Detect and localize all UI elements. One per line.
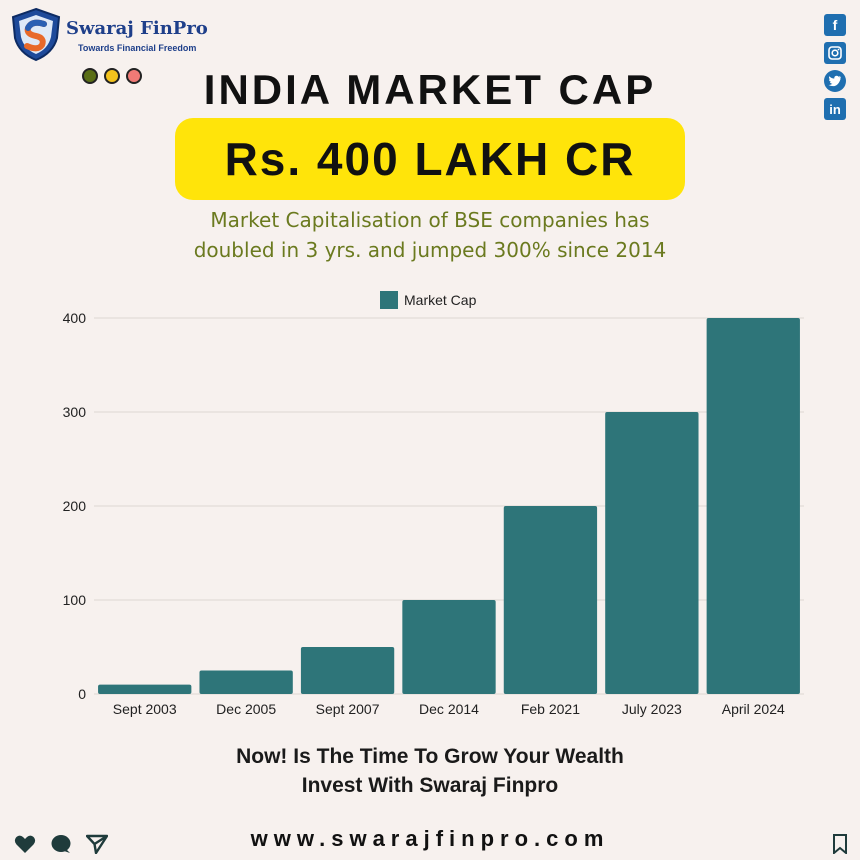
instagram-icon[interactable] (824, 42, 846, 64)
website-url[interactable]: www.swarajfinpro.com (250, 826, 610, 851)
bar (300, 647, 395, 694)
x-tick-label: Sept 2007 (316, 701, 380, 717)
cta-line-2: Invest With Swaraj Finpro (301, 774, 559, 797)
dot-pink (126, 68, 142, 84)
subtitle: Market Capitalisation of BSE companies h… (0, 205, 860, 265)
heart-icon[interactable] (14, 834, 36, 854)
page-title: INDIA MARKET CAP (203, 66, 657, 113)
facebook-icon[interactable]: f (824, 14, 846, 36)
legend-label: Market Cap (404, 292, 477, 308)
x-tick-label: Dec 2005 (216, 701, 276, 717)
call-to-action: Now! Is The Time To Grow Your Wealth Inv… (0, 742, 860, 800)
share-icon[interactable] (86, 834, 108, 854)
x-tick-label: April 2024 (722, 701, 785, 717)
subtitle-line-1: Market Capitalisation of BSE companies h… (210, 208, 650, 232)
x-tick-label: Feb 2021 (521, 701, 580, 717)
y-tick-label: 200 (63, 498, 87, 514)
y-tick-label: 100 (63, 592, 87, 608)
market-cap-bar-chart: 0 100 200 300 400 Market Cap Sept 2003 Dec 2005… (63, 291, 804, 717)
x-tick-label: July 2023 (622, 701, 682, 717)
y-tick-label: 300 (63, 404, 87, 420)
bar (503, 506, 598, 694)
y-tick-label: 400 (63, 310, 87, 326)
x-tick-label: Dec 2014 (419, 701, 479, 717)
brand-logo: Swaraj FinPro Towards Financial Freedom (8, 6, 208, 64)
bookmark-icon[interactable] (832, 834, 848, 854)
subtitle-line-2: doubled in 3 yrs. and jumped 300% since … (193, 238, 667, 262)
x-tick-label: Sept 2003 (113, 701, 177, 717)
engagement-icons (14, 834, 108, 854)
social-icons: f in (824, 14, 846, 120)
bar (706, 318, 800, 694)
bar (402, 600, 496, 694)
dot-olive (82, 68, 98, 84)
cta-line-1: Now! Is The Time To Grow Your Wealth (236, 745, 624, 768)
highlight-banner: Rs. 400 LAKH CR (175, 118, 685, 200)
bar (98, 684, 192, 694)
brand-name: Swaraj FinPro (66, 18, 208, 39)
dot-yellow (104, 68, 120, 84)
bar (199, 670, 293, 694)
legend-swatch (380, 291, 398, 309)
bar (605, 412, 699, 694)
comment-icon[interactable] (50, 834, 72, 854)
y-tick-label: 0 (78, 686, 86, 702)
shield-logo-icon (11, 7, 61, 62)
decor-dots (82, 68, 142, 84)
brand-tagline: Towards Financial Freedom (78, 43, 197, 53)
linkedin-icon[interactable]: in (824, 98, 846, 120)
twitter-icon[interactable] (824, 70, 846, 92)
